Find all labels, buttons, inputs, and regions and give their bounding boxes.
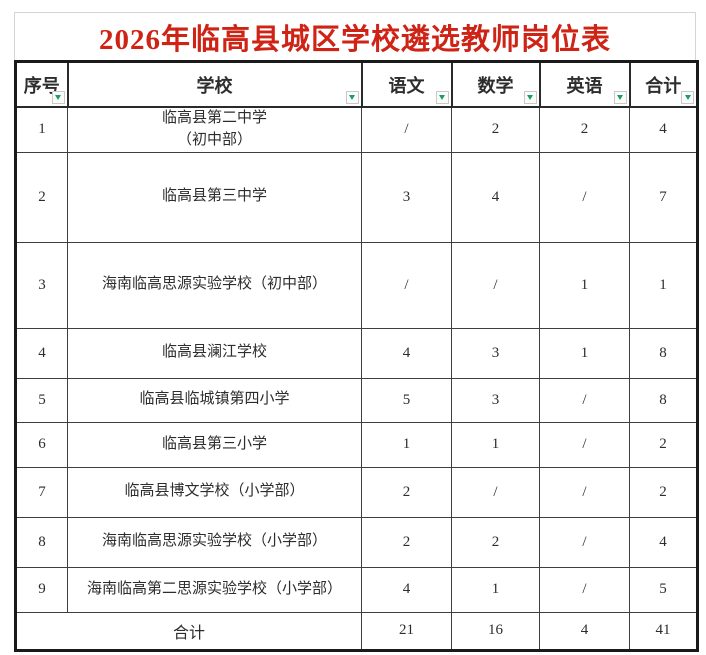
english-cell: 1 [539, 327, 630, 379]
school-cell: 临高县澜江学校 [67, 327, 362, 379]
english-cell: / [539, 466, 630, 518]
row-no-cell: 6 [15, 421, 68, 468]
table-row: 4 临高县澜江学校 4 3 1 8 [15, 327, 698, 379]
row-no-cell: 7 [15, 466, 68, 518]
header-total-label: 合计 [645, 75, 682, 96]
header-no: 序号 [14, 60, 69, 108]
header-chinese: 语文 [360, 60, 453, 108]
row-no-cell: 9 [15, 566, 68, 613]
chinese-cell: 2 [361, 466, 452, 518]
chinese-cell: 5 [361, 377, 452, 423]
english-cell: / [539, 151, 630, 243]
school-cell: 临高县第三小学 [67, 421, 362, 468]
table-title-cell: 2026年临高县城区学校遴选教师岗位表 [14, 12, 696, 60]
math-cell: 2 [451, 106, 540, 153]
school-cell: 海南临高思源实验学校（初中部） [67, 241, 362, 329]
english-cell: 1 [539, 241, 630, 329]
math-cell: / [451, 466, 540, 518]
chinese-cell: 3 [361, 151, 452, 243]
header-school-label: 学校 [196, 75, 233, 96]
total-cell: 8 [629, 327, 698, 379]
school-cell: 临高县博文学校（小学部） [67, 466, 362, 518]
chinese-cell: 4 [361, 566, 452, 613]
school-cell: 临高县第二中学 （初中部） [67, 106, 362, 153]
header-no-label: 序号 [23, 75, 60, 96]
footer-row: 合计 21 16 4 41 [15, 611, 698, 651]
total-cell: 1 [629, 241, 698, 329]
math-cell: 1 [451, 421, 540, 468]
table-row: 8 海南临高思源实验学校（小学部） 2 2 / 4 [15, 516, 698, 568]
footer-grand-total-cell: 41 [629, 611, 698, 651]
math-cell: 2 [451, 516, 540, 568]
row-no-cell: 3 [15, 241, 68, 329]
school-cell: 海南临高第二思源实验学校（小学部） [67, 566, 362, 613]
total-cell: 4 [629, 106, 698, 153]
total-cell: 7 [629, 151, 698, 243]
total-cell: 4 [629, 516, 698, 568]
chinese-cell: / [361, 106, 452, 153]
header-row: 序号 学校 语文 数学 英语 [14, 60, 699, 108]
filter-arrow-icon [439, 95, 445, 100]
filter-dropdown-icon[interactable] [613, 91, 627, 104]
total-cell: 2 [629, 466, 698, 518]
filter-arrow-icon [55, 95, 61, 100]
header-school: 学校 [66, 60, 363, 108]
filter-dropdown-icon[interactable] [681, 91, 694, 104]
header-math: 数学 [450, 60, 541, 108]
table-row: 5 临高县临城镇第四小学 5 3 / 8 [15, 377, 698, 423]
math-cell: 1 [451, 566, 540, 613]
filter-arrow-icon [617, 95, 623, 100]
filter-arrow-icon [349, 95, 355, 100]
table-row: 9 海南临高第二思源实验学校（小学部） 4 1 / 5 [15, 566, 698, 613]
page-title: 2026年临高县城区学校遴选教师岗位表 [98, 23, 611, 56]
total-cell: 5 [629, 566, 698, 613]
total-cell: 8 [629, 377, 698, 423]
english-cell: / [539, 566, 630, 613]
english-cell: / [539, 421, 630, 468]
filter-dropdown-icon[interactable] [51, 91, 65, 104]
row-no-cell: 5 [15, 377, 68, 423]
table-row: 7 临高县博文学校（小学部） 2 / / 2 [15, 466, 698, 518]
english-cell: / [539, 377, 630, 423]
chinese-cell: / [361, 241, 452, 329]
filter-dropdown-icon[interactable] [523, 91, 537, 104]
chinese-cell: 4 [361, 327, 452, 379]
english-cell: / [539, 516, 630, 568]
table-row: 3 海南临高思源实验学校（初中部） / / 1 1 [15, 241, 698, 329]
school-cell: 临高县第三中学 [67, 151, 362, 243]
english-cell: 2 [539, 106, 630, 153]
filter-arrow-icon [684, 95, 691, 100]
footer-label-cell: 合计 [15, 611, 362, 651]
table-row: 1 临高县第二中学 （初中部） / 2 2 4 [15, 106, 698, 153]
header-chinese-label: 语文 [388, 75, 425, 96]
math-cell: 3 [451, 377, 540, 423]
row-no-cell: 8 [15, 516, 68, 568]
school-cell: 海南临高思源实验学校（小学部） [67, 516, 362, 568]
row-no-cell: 2 [15, 151, 68, 243]
filter-dropdown-icon[interactable] [435, 91, 449, 104]
math-cell: 4 [451, 151, 540, 243]
filter-arrow-icon [527, 95, 533, 100]
table-row: 6 临高县第三小学 1 1 / 2 [15, 421, 698, 468]
math-cell: 3 [451, 327, 540, 379]
header-total: 合计 [628, 60, 699, 108]
row-no-cell: 4 [15, 327, 68, 379]
table-row: 2 临高县第三中学 3 4 / 7 [15, 151, 698, 243]
footer-math-total-cell: 16 [451, 611, 540, 651]
positions-table: 序号 学校 语文 数学 英语 [14, 60, 699, 652]
header-english-label: 英语 [566, 75, 603, 96]
chinese-cell: 1 [361, 421, 452, 468]
total-cell: 2 [629, 421, 698, 468]
school-cell: 临高县临城镇第四小学 [67, 377, 362, 423]
row-no-cell: 1 [15, 106, 68, 153]
footer-english-total-cell: 4 [539, 611, 630, 651]
chinese-cell: 2 [361, 516, 452, 568]
header-english: 英语 [538, 60, 631, 108]
header-math-label: 数学 [477, 75, 514, 96]
filter-dropdown-icon[interactable] [345, 91, 359, 104]
footer-chinese-total-cell: 21 [361, 611, 452, 651]
math-cell: / [451, 241, 540, 329]
